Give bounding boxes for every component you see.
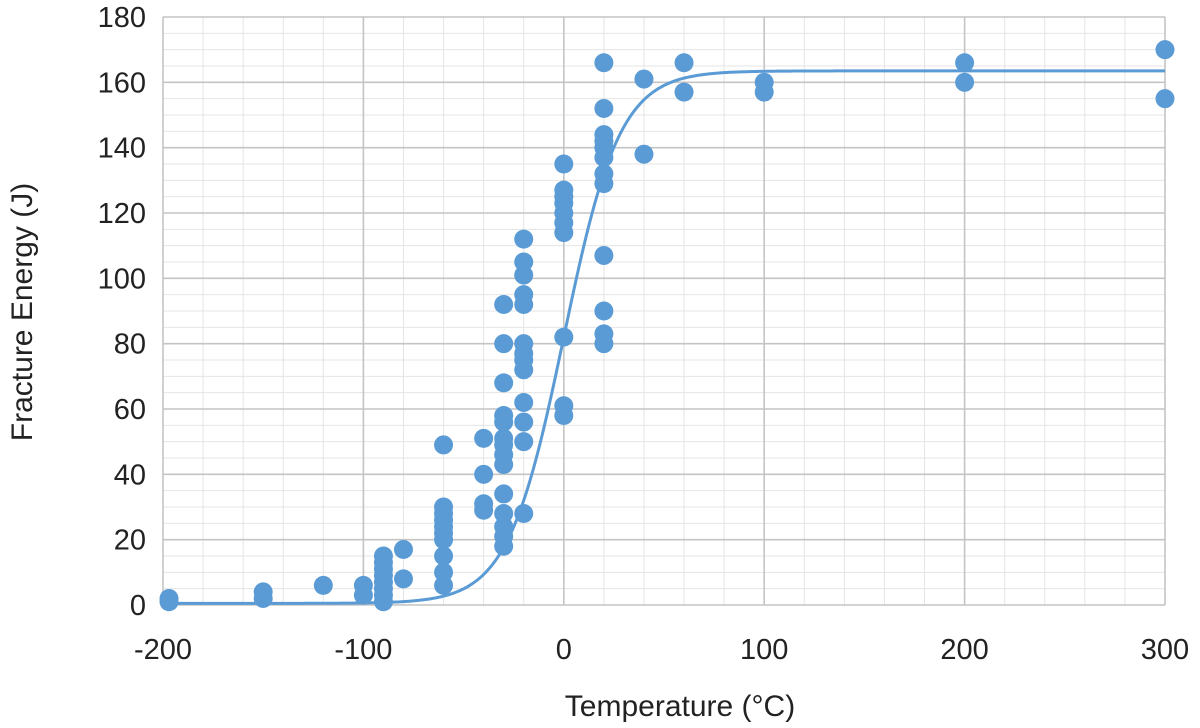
data-point bbox=[594, 324, 614, 344]
data-point bbox=[393, 539, 413, 559]
data-point bbox=[1155, 89, 1175, 109]
data-point bbox=[514, 432, 534, 452]
y-tick-label: 20 bbox=[114, 525, 146, 557]
data-point bbox=[494, 406, 514, 426]
data-point bbox=[594, 125, 614, 145]
x-tick-label: 300 bbox=[1141, 634, 1189, 666]
data-point bbox=[594, 164, 614, 184]
y-tick-label: 60 bbox=[114, 394, 146, 426]
data-point bbox=[1155, 40, 1175, 60]
data-point bbox=[494, 373, 514, 393]
y-tick-label: 40 bbox=[114, 459, 146, 491]
data-point bbox=[474, 464, 494, 484]
data-point bbox=[313, 575, 333, 595]
data-point bbox=[494, 504, 514, 524]
data-point bbox=[353, 575, 373, 595]
data-point bbox=[434, 575, 454, 595]
data-points-layer bbox=[159, 40, 1175, 612]
data-point bbox=[514, 392, 534, 412]
data-point bbox=[554, 327, 574, 347]
data-point bbox=[393, 569, 413, 589]
data-point bbox=[594, 245, 614, 265]
data-point bbox=[514, 252, 534, 272]
data-point bbox=[554, 180, 574, 200]
y-tick-label: 160 bbox=[98, 67, 146, 99]
data-point bbox=[754, 72, 774, 92]
y-tick-label: 80 bbox=[114, 329, 146, 361]
fit-curve bbox=[169, 69, 1165, 605]
data-point bbox=[514, 504, 534, 524]
data-point bbox=[514, 285, 534, 305]
y-tick-label: 120 bbox=[98, 198, 146, 230]
data-point bbox=[594, 98, 614, 118]
x-tick-label: -200 bbox=[134, 634, 192, 666]
data-point bbox=[955, 53, 975, 73]
data-point bbox=[373, 546, 393, 566]
data-point bbox=[514, 412, 534, 432]
data-point bbox=[474, 428, 494, 448]
y-tick-label: 100 bbox=[98, 263, 146, 295]
data-point bbox=[554, 154, 574, 174]
data-point bbox=[253, 582, 273, 602]
data-point bbox=[434, 497, 454, 517]
data-point bbox=[434, 546, 454, 566]
data-point bbox=[494, 484, 514, 504]
data-point bbox=[434, 562, 454, 582]
y-tick-label: 140 bbox=[98, 133, 146, 165]
fit-curve-layer bbox=[169, 69, 1165, 605]
x-axis-tick-labels: -200 -100 0 100 200 300 bbox=[134, 634, 1189, 666]
data-point bbox=[494, 428, 514, 448]
y-tick-label: 0 bbox=[130, 590, 146, 622]
data-point bbox=[474, 494, 494, 514]
data-point bbox=[434, 435, 454, 455]
data-point bbox=[494, 294, 514, 314]
y-axis-tick-labels: 0 20 40 60 80 100 120 140 160 180 bbox=[98, 2, 146, 622]
y-axis-title: Fracture Energy (J) bbox=[6, 183, 39, 441]
major-gridlines bbox=[162, 16, 1166, 606]
data-point bbox=[514, 334, 534, 354]
minor-gridlines bbox=[162, 16, 1166, 606]
data-point bbox=[514, 265, 534, 285]
x-axis-title: Temperature (°C) bbox=[565, 690, 795, 723]
data-point bbox=[159, 588, 179, 608]
x-tick-label: 0 bbox=[556, 634, 572, 666]
x-tick-label: 200 bbox=[940, 634, 988, 666]
data-point bbox=[674, 82, 694, 102]
x-tick-label: 100 bbox=[740, 634, 788, 666]
data-point bbox=[594, 301, 614, 321]
data-point bbox=[674, 53, 694, 73]
data-point bbox=[634, 144, 654, 164]
data-point bbox=[494, 334, 514, 354]
y-tick-label: 180 bbox=[98, 2, 146, 34]
x-tick-label: -100 bbox=[334, 634, 392, 666]
data-point bbox=[494, 517, 514, 537]
data-point bbox=[554, 396, 574, 416]
data-point bbox=[594, 53, 614, 73]
data-point bbox=[514, 229, 534, 249]
data-point bbox=[634, 69, 654, 89]
data-point bbox=[955, 72, 975, 92]
